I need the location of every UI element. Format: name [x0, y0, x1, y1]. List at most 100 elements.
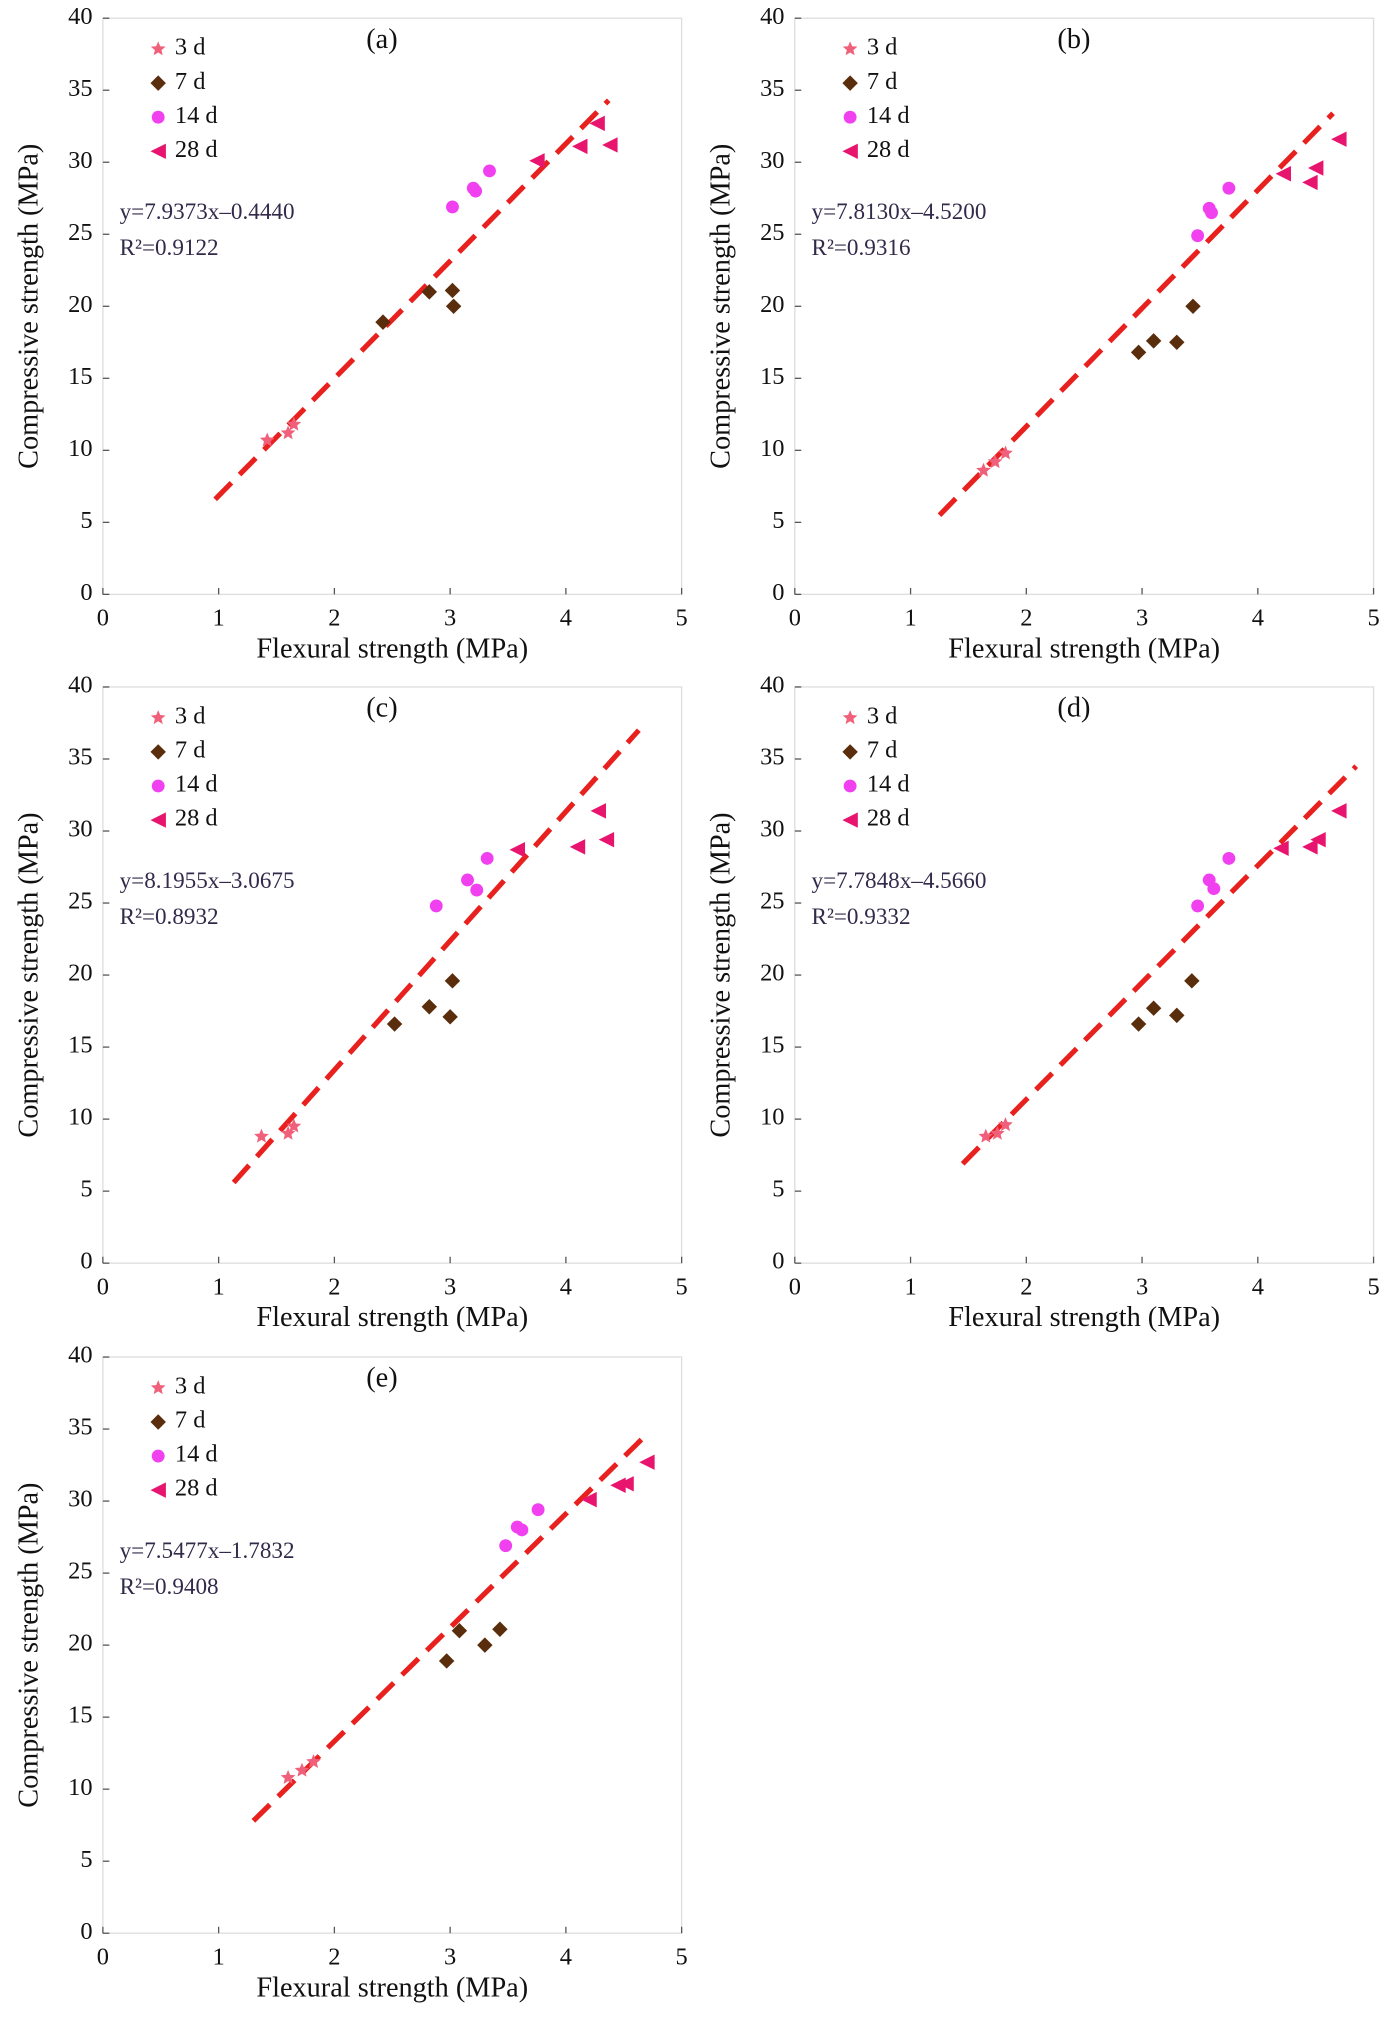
equation: y=7.5477x–1.7832 — [120, 1538, 295, 1564]
legend-label: 7 d — [175, 1407, 206, 1434]
point — [598, 831, 615, 848]
legend-marker — [150, 1414, 166, 1430]
point — [492, 1621, 508, 1637]
point — [280, 1769, 296, 1784]
point — [445, 298, 462, 315]
x-tick-label: 5 — [1367, 605, 1379, 632]
point — [1184, 973, 1200, 989]
point — [590, 803, 607, 819]
point — [1145, 1000, 1162, 1016]
x-tick-label: 4 — [560, 605, 572, 632]
legend-label: 28 d — [175, 805, 218, 832]
legend-label: 7 d — [867, 737, 898, 764]
x-tick-label: 0 — [97, 1273, 109, 1300]
equation: y=7.7848x–4.5660 — [812, 868, 987, 894]
x-axis-label: Flexural strength (MPa) — [256, 633, 528, 664]
y-tick-label: 40 — [760, 3, 784, 30]
x-tick-label: 5 — [1367, 1273, 1379, 1300]
point — [1169, 334, 1185, 351]
r-squared: R²=0.9408 — [120, 1574, 219, 1600]
legend-marker — [150, 1380, 166, 1395]
point — [446, 200, 459, 214]
r-squared: R²=0.9316 — [812, 235, 911, 261]
point — [438, 1653, 455, 1669]
y-axis-label: Compressive strength (MPa) — [13, 144, 44, 469]
point — [1130, 1016, 1147, 1032]
fit-line — [213, 98, 611, 502]
y-tick-label: 35 — [68, 75, 92, 102]
y-tick-label: 40 — [760, 672, 784, 699]
point — [589, 115, 605, 132]
point — [461, 873, 474, 887]
legend-label: 3 d — [175, 702, 206, 729]
legend-label: 28 d — [175, 136, 218, 163]
x-axis-label: Flexural strength (MPa) — [948, 1302, 1220, 1333]
legend-label: 7 d — [175, 68, 206, 95]
point — [1310, 831, 1326, 848]
y-tick-label: 25 — [760, 219, 784, 246]
y-tick-label: 25 — [760, 888, 784, 915]
y-tick-label: 35 — [68, 1414, 92, 1441]
y-tick-label: 0 — [80, 579, 92, 606]
x-tick-label: 2 — [328, 1273, 340, 1300]
x-tick-label: 2 — [1020, 1273, 1032, 1300]
y-tick-label: 15 — [760, 363, 784, 390]
point — [280, 1125, 296, 1140]
x-tick-label: 1 — [213, 605, 225, 632]
y-tick-label: 20 — [68, 960, 92, 987]
x-tick-label: 3 — [444, 1944, 456, 1971]
y-tick-label: 15 — [68, 1702, 92, 1729]
legend-label: 14 d — [867, 102, 910, 129]
y-tick-label: 40 — [68, 672, 92, 699]
legend-marker — [842, 41, 858, 56]
point — [444, 973, 461, 989]
y-tick-label: 20 — [68, 291, 92, 318]
panel: 0 1 2 3 4 5 0 5 10 15 20 25 30 35 40 Flexural strength … — [705, 3, 1379, 665]
y-tick-label: 35 — [760, 75, 784, 102]
legend-marker — [150, 744, 166, 760]
y-tick-label: 40 — [68, 1342, 92, 1369]
legend-marker — [150, 812, 166, 828]
y-tick-label: 15 — [68, 1032, 92, 1059]
point — [1302, 174, 1318, 191]
point — [529, 153, 545, 169]
point — [509, 842, 525, 858]
legend-marker — [151, 779, 165, 793]
x-tick-label: 5 — [676, 1944, 688, 1971]
point — [1331, 803, 1347, 819]
point — [259, 432, 275, 447]
legend-marker — [843, 110, 857, 124]
point — [1273, 840, 1289, 857]
point — [602, 137, 618, 153]
legend-marker — [842, 744, 858, 760]
point — [375, 314, 391, 330]
point — [976, 462, 991, 477]
point — [286, 1118, 302, 1133]
y-tick-label: 25 — [68, 888, 92, 915]
x-tick-label: 4 — [560, 1273, 572, 1300]
y-tick-label: 35 — [68, 744, 92, 771]
point — [610, 1477, 626, 1493]
panel-title: (d) — [1057, 693, 1090, 724]
legend-label: 28 d — [867, 136, 910, 163]
legend-label: 7 d — [175, 737, 206, 764]
point — [1205, 206, 1218, 220]
y-axis-label: Compressive strength (MPa) — [13, 1483, 44, 1808]
point — [987, 454, 1003, 469]
legend-marker — [150, 41, 166, 56]
y-tick-label: 10 — [68, 1774, 92, 1801]
r-squared: R²=0.8932 — [120, 904, 219, 930]
legend-marker — [842, 812, 858, 828]
point — [442, 1009, 458, 1025]
legend-label: 3 d — [867, 702, 898, 729]
panel: 0 1 2 3 4 5 0 5 10 15 20 25 30 35 40 Flexural strength … — [705, 672, 1379, 1334]
x-tick-label: 2 — [328, 605, 340, 632]
x-tick-label: 5 — [676, 1273, 688, 1300]
x-tick-label: 3 — [1136, 605, 1148, 632]
r-squared: R²=0.9122 — [120, 235, 219, 261]
point — [470, 883, 484, 897]
point — [444, 282, 461, 299]
legend-marker — [842, 75, 858, 91]
point — [1307, 160, 1324, 176]
